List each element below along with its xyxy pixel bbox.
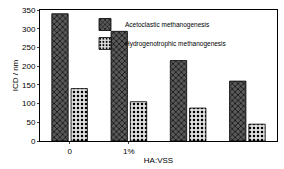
svg-text:150: 150 bbox=[22, 81, 36, 90]
svg-text:HA:VSS: HA:VSS bbox=[144, 156, 173, 165]
svg-text:350: 350 bbox=[22, 6, 36, 15]
svg-text:1%: 1% bbox=[123, 147, 135, 156]
svg-text:200: 200 bbox=[22, 62, 36, 71]
svg-text:50: 50 bbox=[26, 118, 35, 127]
svg-text:100: 100 bbox=[22, 99, 36, 108]
svg-text:0: 0 bbox=[31, 137, 36, 146]
svg-text:250: 250 bbox=[22, 43, 36, 52]
svg-text:Hydrogenotrophic methanogenesi: Hydrogenotrophic methanogenesis bbox=[125, 40, 227, 48]
svg-text:300: 300 bbox=[22, 25, 36, 34]
svg-text:Acetoclastic methanogenesis: Acetoclastic methanogenesis bbox=[125, 21, 210, 29]
svg-text:ICD / nm: ICD / nm bbox=[11, 59, 20, 91]
svg-text:0: 0 bbox=[67, 147, 72, 156]
